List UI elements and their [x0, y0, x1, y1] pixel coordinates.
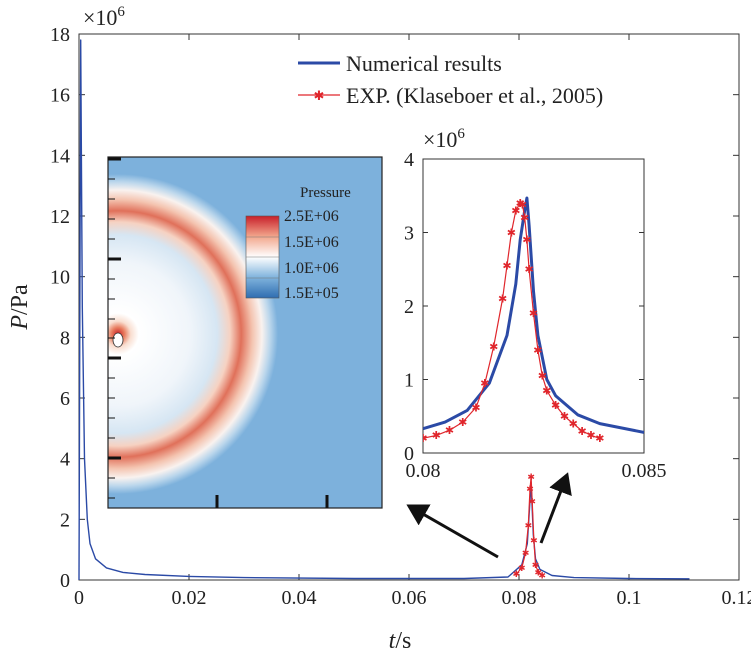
- zoom-exp-point: ✱: [520, 213, 529, 225]
- main-axes: 00.020.040.060.080.10.12 024681012141618…: [7, 4, 751, 654]
- main-xtick-label: 0.1: [617, 587, 642, 609]
- zoom-ytick-label: 1: [404, 370, 414, 392]
- main-ytick-label: 8: [60, 327, 70, 349]
- legend-numerical-label: Numerical results: [346, 51, 502, 76]
- zoom-exp-point: ✱: [586, 430, 595, 442]
- contour-frame: [107, 156, 383, 509]
- main-ytick-label: 12: [50, 206, 70, 228]
- main-exp-point: ✱: [512, 569, 520, 579]
- zoom-exp-point: ✱: [418, 433, 427, 445]
- main-ytick-label: 0: [60, 570, 70, 592]
- main-exp-point: ✱: [532, 560, 540, 570]
- zoom-exp-point: ✱: [569, 418, 578, 430]
- main-xtick-label: 0.08: [502, 587, 537, 609]
- colorbar-label-2: 1.5E+06: [284, 234, 339, 251]
- zoom-exp-point: ✱: [533, 345, 542, 357]
- contour-inset: Pressure 2.5E+06 1.5E+06 1.0E+06 1.5E+05: [107, 156, 383, 509]
- main-exp-point: ✱: [527, 472, 535, 482]
- y-axis-label: P/Pa: [7, 284, 33, 331]
- zoom-exp-point: ✱: [542, 385, 551, 397]
- contour-left-minor-ticks: [108, 178, 115, 499]
- main-series-exp-line: [515, 476, 543, 576]
- zoom-exp-point: ✱: [458, 417, 467, 429]
- main-series-numerical-line: [78, 39, 690, 581]
- main-xtick-label: 0.06: [392, 587, 427, 609]
- zoom-series-exp-line: [423, 202, 600, 439]
- zoom-exp-point: ✱: [522, 235, 531, 247]
- main-xtick-label: 0.02: [172, 587, 207, 609]
- main-exp-point: ✱: [528, 496, 536, 506]
- main-exp-point: ✱: [522, 548, 530, 558]
- main-xtick-label: 0.04: [282, 587, 317, 609]
- main-exp-point: ✱: [526, 484, 534, 494]
- contour-left-ticks: [108, 157, 121, 460]
- bubble-shape: [112, 332, 124, 348]
- zoom-series: ✱ ✱ ✱✱✱✱✱✱✱✱✱✱✱✱✱✱✱✱✱✱✱✱✱✱ ✱ ✱: [418, 196, 644, 445]
- zoom-exp-point: ✱: [516, 198, 525, 210]
- main-ytick-label: 4: [60, 449, 70, 471]
- zoom-x-ticks: 0.08 0.085: [406, 159, 667, 482]
- zoom-xtick-label: 0.085: [622, 460, 667, 482]
- zoom-exp-point: ✱: [498, 294, 507, 306]
- zoom-ytick-label: 3: [404, 223, 414, 245]
- legend: Numerical results ✱ EXP. (Klaseboer et a…: [298, 51, 603, 108]
- pressure-colorbar: Pressure 2.5E+06 1.5E+06 1.0E+06 1.5E+05: [245, 185, 351, 302]
- zoom-exp-point: ✱: [529, 308, 538, 320]
- arrow-to-zoom-inset: [539, 472, 572, 544]
- zoom-exp-point: ✱: [471, 402, 480, 414]
- main-exp-point: ✱: [525, 521, 533, 531]
- zoom-exp-point: ✱: [595, 433, 604, 445]
- colorbar-label-3: 1.0E+06: [284, 260, 339, 277]
- zoom-y-multiplier: ×106: [423, 126, 465, 152]
- zoom-exp-point: ✱: [578, 426, 587, 438]
- main-ytick-label: 14: [50, 145, 70, 167]
- main-y-multiplier: ×106: [83, 4, 125, 30]
- main-ytick-label: 16: [50, 85, 70, 107]
- zoom-exp-point: ✱: [560, 411, 569, 423]
- zoom-exp-point: ✱: [518, 199, 527, 211]
- zoom-ytick-label: 2: [404, 296, 414, 318]
- contour-bottom-ticks: [215, 495, 329, 508]
- zoom-exp-point: ✱: [489, 341, 498, 353]
- zoom-exp-point: ✱: [480, 378, 489, 390]
- main-ytick-label: 18: [50, 24, 70, 46]
- contour-field: [108, 157, 382, 508]
- legend-exp-label: EXP. (Klaseboer et al., 2005): [346, 83, 603, 108]
- main-ytick-label: 2: [60, 509, 70, 531]
- main-exp-point: ✱: [538, 571, 546, 581]
- main-exp-point: ✱: [518, 563, 526, 573]
- main-exp-point: ✱: [534, 568, 542, 578]
- zoom-exp-point: ✱: [538, 371, 547, 383]
- zoom-exp-point: ✱: [432, 430, 441, 442]
- zoom-exp-point: ✱: [524, 264, 533, 276]
- main-xtick-label: 0: [74, 587, 84, 609]
- zoom-y-ticks: 0 1 2 3 4: [404, 149, 644, 465]
- zoom-xtick-label: 0.08: [406, 460, 441, 482]
- zoom-exp-point: ✱: [507, 227, 516, 239]
- legend-exp-marker: ✱: [314, 88, 325, 103]
- main-ytick-label: 10: [50, 267, 70, 289]
- x-axis-label: t/s: [389, 628, 412, 654]
- zoom-ytick-label: 4: [404, 149, 414, 171]
- zoom-exp-point: ✱: [511, 205, 520, 217]
- main-x-ticks: 0 0.02 0.04 0.06 0.08 0.1 0.12: [74, 34, 751, 609]
- colorbar-label-1: 2.5E+06: [284, 208, 339, 225]
- main-ytick-label: 6: [60, 388, 70, 410]
- colorbar-title: Pressure: [300, 185, 351, 201]
- zoom-ytick-label: 0: [404, 443, 414, 465]
- main-series: ✱✱✱✱✱✱✱✱✱✱✱: [78, 39, 690, 581]
- zoom-exp-point: ✱: [445, 425, 454, 437]
- zoom-exp-point: ✱: [502, 260, 511, 272]
- zoom-exp-point: ✱: [551, 400, 560, 412]
- main-xtick-label: 0.12: [722, 587, 751, 609]
- colorbar-label-4: 1.5E+05: [284, 285, 339, 302]
- arrow-to-contour-inset: [406, 504, 499, 559]
- main-exp-point: ✱: [530, 536, 538, 546]
